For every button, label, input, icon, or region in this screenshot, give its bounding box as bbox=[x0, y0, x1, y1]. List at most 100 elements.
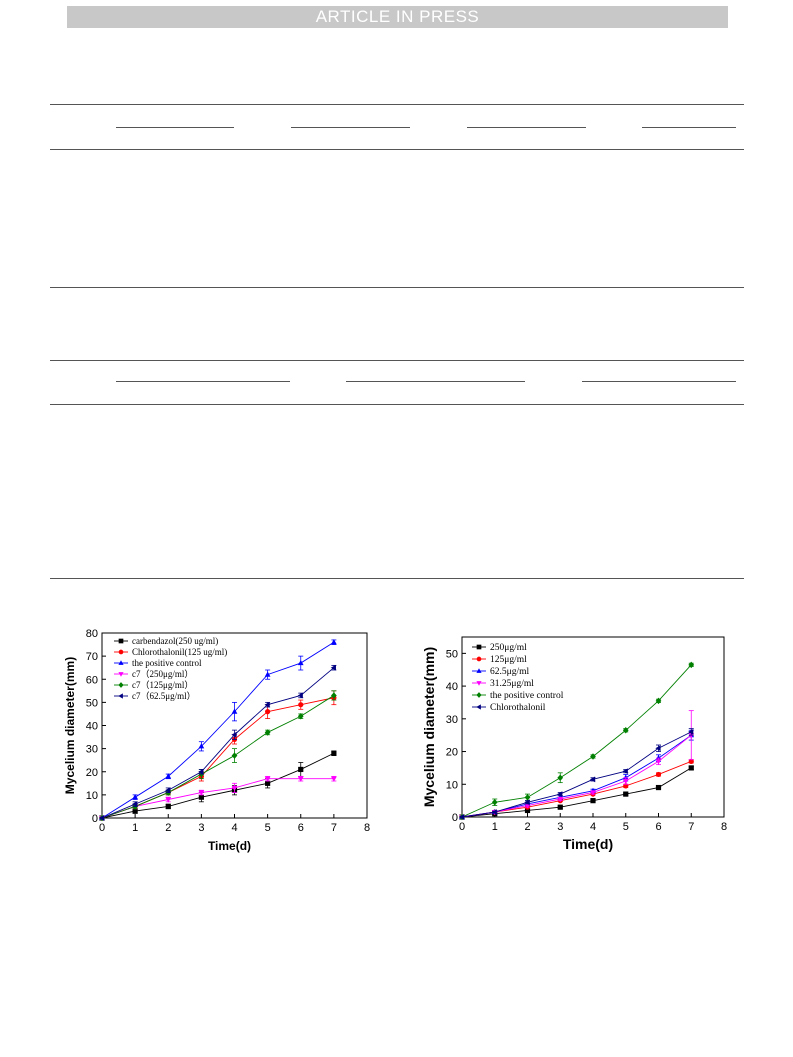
data-point bbox=[330, 664, 336, 671]
data-point bbox=[623, 791, 629, 797]
legend-label: 31.25μg/ml bbox=[490, 679, 534, 689]
table2-subheader-rule-1 bbox=[116, 381, 290, 382]
table2-top-rule bbox=[50, 360, 744, 361]
series-line bbox=[101, 695, 335, 819]
x-tick-label: 0 bbox=[459, 821, 465, 833]
series-line bbox=[101, 752, 335, 819]
legend: 250μg/ml 125μg/ml 62.5μg/ml 31.25μg/ml the p… bbox=[472, 643, 564, 713]
data-point bbox=[231, 752, 238, 759]
legend-marker bbox=[118, 682, 124, 688]
data-point bbox=[264, 671, 271, 677]
data-point bbox=[331, 639, 337, 645]
data-point bbox=[331, 692, 337, 699]
data-point bbox=[165, 787, 171, 794]
figure-a-line-chart: 0 1 2 3 4 5 6 7 801020304050607080Time(d)Myceliu… bbox=[63, 628, 370, 853]
x-tick-label: 1 bbox=[492, 821, 498, 833]
legend-marker bbox=[118, 649, 124, 655]
data-point bbox=[524, 794, 531, 801]
legend: carbendazol(250 ug/ml)Chlorothalonil(125… bbox=[114, 636, 227, 701]
data-point bbox=[231, 708, 238, 714]
x-tick-label: 4 bbox=[231, 822, 237, 834]
series-line bbox=[461, 731, 692, 818]
series-line bbox=[101, 667, 335, 819]
data-point bbox=[491, 799, 498, 806]
data-point bbox=[622, 727, 629, 734]
data-point bbox=[198, 790, 205, 796]
x-tick-label: 2 bbox=[165, 822, 171, 834]
data-point bbox=[491, 809, 497, 815]
legend-marker bbox=[118, 693, 123, 699]
series-5 bbox=[458, 728, 694, 820]
data-point bbox=[297, 713, 304, 720]
table1-top-rule bbox=[50, 104, 744, 105]
x-axis-label: Time(d) bbox=[208, 839, 251, 853]
data-point bbox=[198, 743, 205, 749]
y-tick-label: 10 bbox=[86, 790, 98, 802]
data-point bbox=[655, 784, 662, 791]
data-point bbox=[264, 776, 271, 782]
data-point bbox=[265, 709, 271, 715]
y-tick-label: 0 bbox=[92, 813, 98, 825]
legend-marker bbox=[476, 681, 482, 686]
x-axis-label: Time(d) bbox=[563, 836, 613, 852]
data-point bbox=[590, 753, 596, 760]
data-point bbox=[688, 661, 695, 669]
data-point bbox=[198, 794, 204, 800]
legend-label: c7（250μg/ml） bbox=[132, 669, 193, 679]
data-point bbox=[198, 768, 204, 775]
data-point bbox=[165, 773, 172, 779]
data-point bbox=[264, 701, 270, 708]
data-point bbox=[298, 702, 304, 708]
legend-label: carbendazol(250 ug/ml) bbox=[132, 636, 218, 646]
data-point bbox=[231, 785, 238, 792]
data-point bbox=[132, 801, 138, 807]
data-point bbox=[622, 778, 629, 785]
y-axis-label: Mycelium diameter(mm) bbox=[63, 657, 77, 794]
y-tick-label: 20 bbox=[446, 747, 458, 759]
series-5 bbox=[98, 664, 337, 821]
y-tick-label: 50 bbox=[446, 648, 458, 660]
data-point bbox=[297, 692, 303, 699]
legend-marker bbox=[118, 660, 124, 665]
table2-bottom-rule bbox=[50, 578, 744, 579]
series-line bbox=[101, 641, 335, 819]
x-tick-label: 6 bbox=[298, 822, 304, 834]
y-tick-label: 40 bbox=[86, 721, 98, 733]
x-tick-label: 7 bbox=[688, 821, 694, 833]
data-point bbox=[165, 797, 172, 803]
data-point bbox=[132, 808, 138, 814]
x-tick-label: 2 bbox=[524, 821, 530, 833]
series-line bbox=[461, 664, 692, 818]
y-tick-label: 30 bbox=[86, 744, 98, 756]
legend-marker bbox=[476, 656, 482, 662]
data-point bbox=[524, 799, 530, 806]
data-point bbox=[590, 790, 596, 796]
x-tick-label: 5 bbox=[623, 821, 629, 833]
x-tick-label: 6 bbox=[655, 821, 661, 833]
x-tick-label: 4 bbox=[590, 821, 596, 833]
legend-label: Chlorothalonil bbox=[490, 703, 546, 713]
legend-label: c7（62.5μg/ml） bbox=[132, 691, 196, 701]
data-point bbox=[231, 731, 237, 738]
x-tick-label: 0 bbox=[99, 822, 105, 834]
data-point bbox=[458, 814, 465, 820]
series-line bbox=[461, 734, 692, 818]
data-point bbox=[622, 774, 629, 780]
data-point bbox=[590, 798, 596, 804]
table1-subheader-rule-1 bbox=[116, 127, 234, 128]
data-point bbox=[688, 729, 694, 735]
y-tick-label: 60 bbox=[86, 674, 98, 686]
data-point bbox=[557, 804, 563, 810]
y-axis-label: Mycelium diameter(mm) bbox=[421, 647, 437, 807]
data-point bbox=[622, 768, 628, 775]
legend-marker bbox=[476, 692, 482, 698]
legend-marker bbox=[118, 638, 124, 644]
y-tick-label: 10 bbox=[446, 779, 458, 791]
legend-marker bbox=[118, 672, 124, 677]
data-point bbox=[655, 754, 662, 761]
table1-header-rule bbox=[50, 149, 744, 150]
x-tick-label: 8 bbox=[364, 822, 370, 834]
legend-label: Chlorothalonil(125 ug/ml) bbox=[132, 647, 227, 657]
data-point bbox=[298, 766, 304, 773]
legend-label: the positive control bbox=[132, 658, 202, 668]
